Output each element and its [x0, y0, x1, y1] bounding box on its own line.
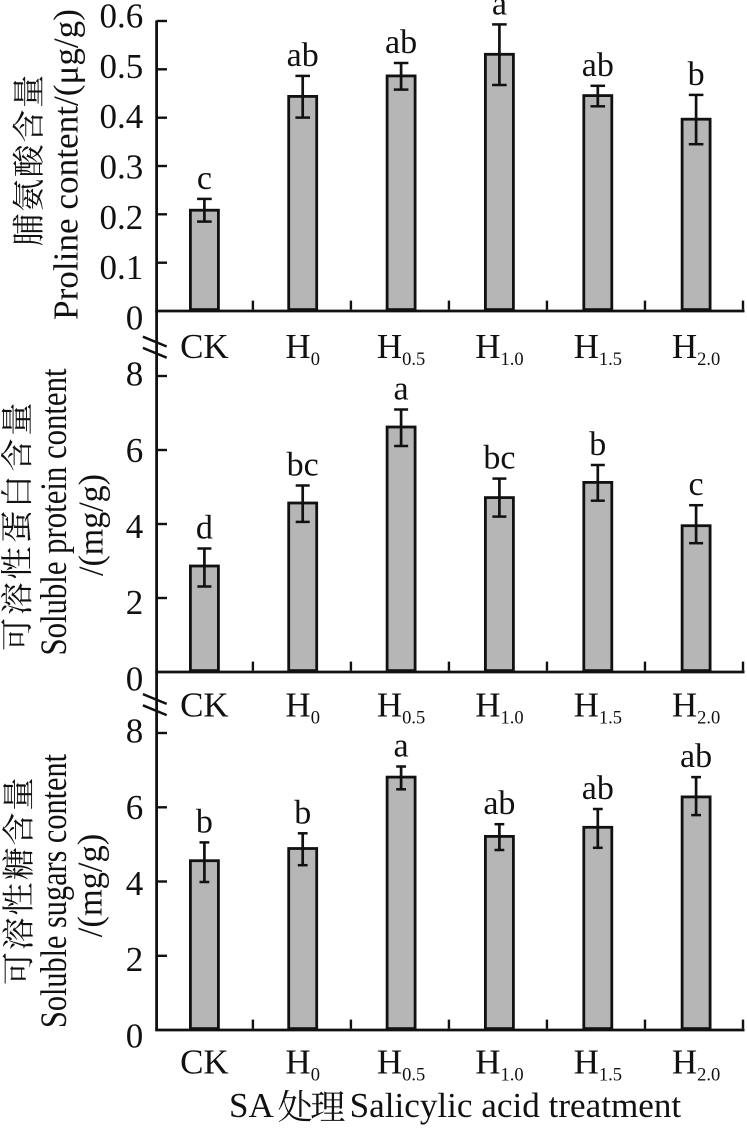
svg-text:c: c	[689, 466, 704, 503]
svg-text:0: 0	[126, 659, 144, 698]
svg-text:2: 2	[126, 583, 144, 622]
svg-text:d: d	[196, 510, 213, 547]
svg-text:0: 0	[126, 298, 144, 337]
svg-text:0.1: 0.1	[99, 248, 143, 287]
svg-text:Soluble protein content: Soluble protein content	[34, 368, 75, 656]
svg-text:b: b	[688, 56, 705, 93]
svg-text:ab: ab	[483, 785, 515, 822]
svg-text:8: 8	[126, 355, 144, 394]
svg-text:6: 6	[126, 431, 144, 470]
svg-text:ab: ab	[680, 738, 712, 775]
svg-text:bc: bc	[287, 447, 319, 484]
svg-text:CK: CK	[180, 686, 229, 725]
svg-text:ab: ab	[582, 770, 614, 807]
svg-text:ab: ab	[287, 37, 319, 74]
svg-text:2: 2	[126, 940, 144, 979]
svg-text:SA: SA	[229, 1086, 274, 1125]
svg-text:ab: ab	[582, 47, 614, 84]
svg-text:b: b	[196, 803, 213, 840]
svg-text:/(mg/g): /(mg/g)	[71, 834, 110, 938]
svg-text:0.3: 0.3	[99, 148, 143, 187]
svg-text:b: b	[294, 794, 311, 831]
svg-text:0.6: 0.6	[99, 0, 143, 36]
svg-text:b: b	[589, 426, 606, 463]
svg-text:ab: ab	[385, 24, 417, 61]
svg-text:0.4: 0.4	[99, 97, 143, 136]
svg-text:0.2: 0.2	[99, 198, 143, 237]
svg-text:a: a	[492, 0, 507, 22]
svg-text:0.5: 0.5	[99, 47, 143, 86]
svg-text:0: 0	[126, 1016, 144, 1055]
svg-text:c: c	[197, 160, 212, 197]
svg-text:Proline content/(μg/g): Proline content/(μg/g)	[47, 9, 86, 320]
svg-text:8: 8	[126, 712, 144, 751]
svg-text:CK: CK	[180, 327, 229, 366]
svg-text:a: a	[394, 371, 409, 408]
svg-text:Soluble sugars content: Soluble sugars content	[34, 753, 75, 1028]
svg-text:4: 4	[126, 507, 144, 546]
svg-text:/(mg/g): /(mg/g)	[72, 474, 111, 576]
svg-text:6: 6	[126, 788, 144, 827]
svg-text:CK: CK	[180, 1043, 229, 1082]
svg-text:a: a	[394, 728, 409, 765]
svg-text:Salicylic acid treatment: Salicylic acid treatment	[350, 1086, 682, 1125]
svg-text:bc: bc	[483, 440, 515, 477]
svg-text:4: 4	[126, 864, 144, 903]
